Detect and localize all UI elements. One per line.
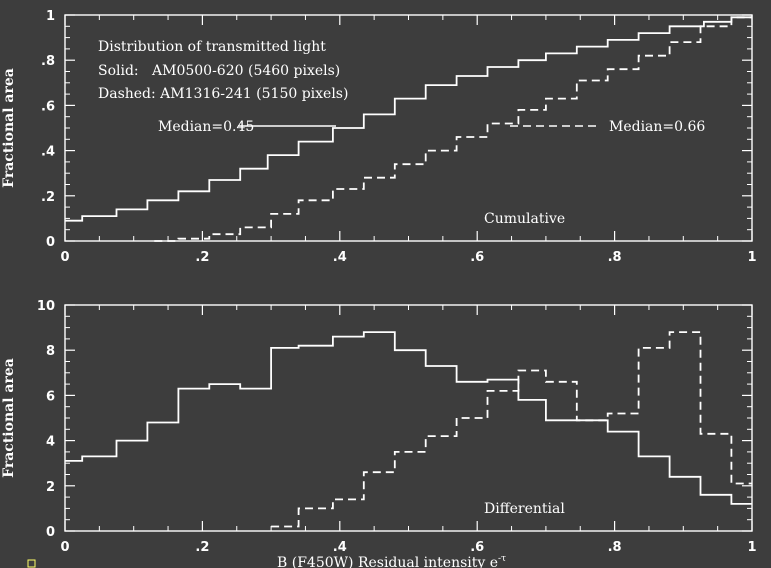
top-y-tick-label: .2 xyxy=(41,190,55,205)
top-y-tick-label: .4 xyxy=(41,145,55,160)
top-annotation-solid: Solid: AM0500-620 (5460 pixels) xyxy=(98,63,340,79)
top-x-tick-label: 0 xyxy=(60,250,69,265)
bottom-panel-label: Differential xyxy=(484,501,565,517)
top-x-tick-label: .4 xyxy=(333,250,347,265)
bottom-x-tick-label: .4 xyxy=(333,540,347,555)
bottom-ylabel: Fractional area xyxy=(1,358,17,478)
top-y-tick-label: 0 xyxy=(46,235,55,250)
bottom-y-tick-label: 0 xyxy=(46,525,55,540)
bottom-x-tick-label: 0 xyxy=(60,540,69,555)
top-x-tick-label: 1 xyxy=(747,250,756,265)
top-series-solid xyxy=(65,16,752,222)
xlabel-superscript: -τ xyxy=(498,554,506,564)
bottom-x-tick-label: 1 xyxy=(747,540,756,555)
bottom-x-tick-label: .6 xyxy=(470,540,484,555)
top-ylabel: Fractional area xyxy=(1,68,17,188)
bottom-y-tick-label: 4 xyxy=(46,435,55,450)
bottom-y-tick-label: 10 xyxy=(37,299,55,314)
top-y-tick-label: .8 xyxy=(41,54,55,69)
bottom-y-tick-label: 8 xyxy=(46,344,55,359)
top-annotation-title: Distribution of transmitted light xyxy=(98,39,326,55)
bottom-y-tick-label: 6 xyxy=(46,389,55,404)
top-y-tick-label: 1 xyxy=(46,9,55,24)
bottom-series-dashed xyxy=(271,331,752,528)
bottom-y-tick-label: 2 xyxy=(46,480,55,495)
corner-marker-icon xyxy=(27,559,36,568)
top-x-tick-label: .6 xyxy=(470,250,484,265)
top-x-tick-label: .8 xyxy=(608,250,622,265)
bottom-x-tick-label: .2 xyxy=(195,540,209,555)
bottom-series-solid xyxy=(65,331,752,505)
top-panel-label: Cumulative xyxy=(484,211,565,227)
top-x-tick-label: .2 xyxy=(195,250,209,265)
xlabel: B (F450W) Residual intensity e-τ xyxy=(277,554,506,568)
xlabel-text: B (F450W) Residual intensity e xyxy=(277,555,498,568)
median-solid-label: Median=0.45 xyxy=(158,119,254,135)
median-dashed-label: Median=0.66 xyxy=(609,119,705,135)
top-y-tick-label: .6 xyxy=(41,99,55,114)
top-annotation-dashed: Dashed: AM1316-241 (5150 pixels) xyxy=(98,86,348,102)
bottom-x-tick-label: .8 xyxy=(608,540,622,555)
